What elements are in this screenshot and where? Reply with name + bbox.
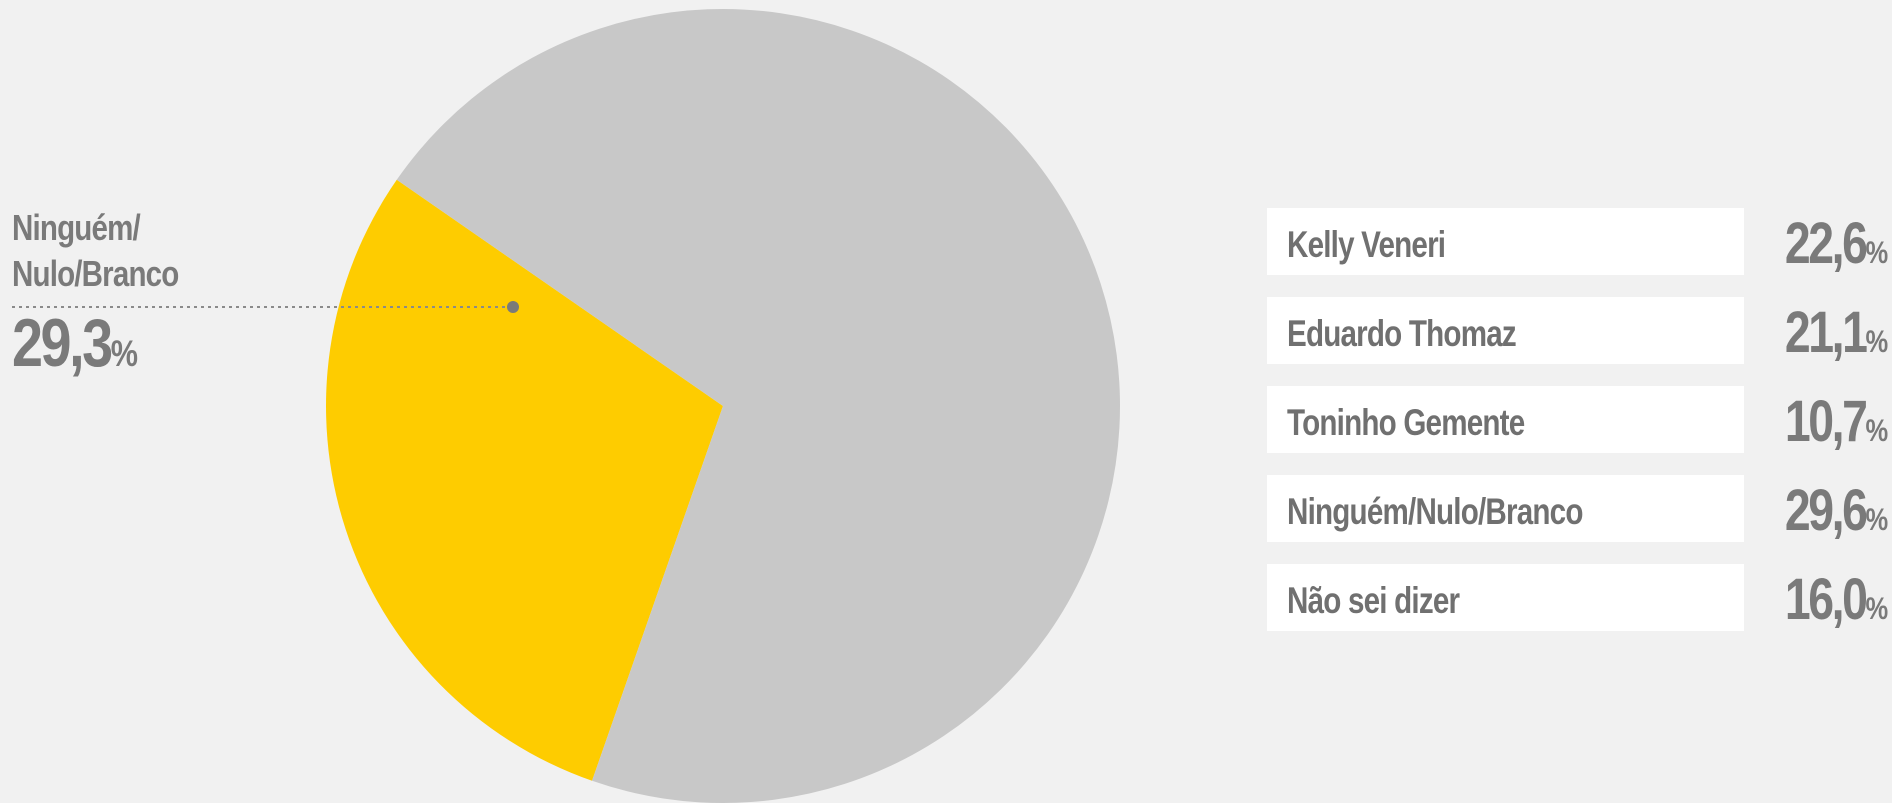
legend-row: Ninguém/Nulo/Branco 29,6% [1267, 475, 1892, 543]
legend-value-number: 21,1 [1784, 300, 1868, 365]
legend-value-number: 16,0 [1784, 567, 1868, 632]
legend-value-unit: % [1865, 412, 1888, 448]
highlight-callout: Ninguém/ Nulo/Branco 29,3% [12, 205, 272, 391]
legend-value-unit: % [1865, 501, 1888, 537]
legend-row: Kelly Veneri 22,6% [1267, 208, 1892, 276]
legend-row-label: Kelly Veneri [1287, 224, 1446, 265]
callout-value: 29,3% [12, 305, 225, 391]
legend-row-label: Ninguém/Nulo/Branco [1287, 491, 1583, 532]
legend-value-number: 22,6 [1784, 211, 1868, 276]
callout-value-unit: % [110, 332, 138, 374]
legend-value-unit: % [1865, 323, 1888, 359]
legend-row-label: Não sei dizer [1287, 580, 1460, 621]
results-legend: Kelly Veneri 22,6% Eduardo Thomaz 21,1% … [1267, 208, 1892, 653]
callout-leader-dot [507, 301, 519, 313]
legend-value-number: 29,6 [1784, 478, 1868, 543]
legend-row-box [1267, 208, 1744, 275]
legend-row-label: Toninho Gemente [1287, 402, 1525, 443]
callout-label: Ninguém/ Nulo/Branco [12, 207, 179, 294]
legend-row-value: 21,1% [1785, 293, 1888, 365]
legend-row-value: 16,0% [1785, 560, 1888, 632]
pie-slice-highlight [326, 179, 723, 781]
legend-value-number: 10,7 [1784, 389, 1868, 454]
callout-value-number: 29,3 [12, 305, 113, 381]
legend-row: Eduardo Thomaz 21,1% [1267, 297, 1892, 365]
legend-row-box [1267, 564, 1744, 631]
legend-row-label: Eduardo Thomaz [1287, 313, 1517, 354]
pie-slice-rest [396, 9, 1121, 803]
legend-row: Toninho Gemente 10,7% [1267, 386, 1892, 454]
legend-row-value: 22,6% [1785, 204, 1888, 276]
legend-row-box [1267, 475, 1744, 542]
legend-row-value: 10,7% [1785, 382, 1888, 454]
legend-value-unit: % [1865, 234, 1888, 270]
legend-row-box [1267, 386, 1744, 453]
legend-row-value: 29,6% [1785, 471, 1888, 543]
legend-row-box [1267, 297, 1744, 364]
legend-value-unit: % [1865, 590, 1888, 626]
legend-row: Não sei dizer 16,0% [1267, 564, 1892, 632]
